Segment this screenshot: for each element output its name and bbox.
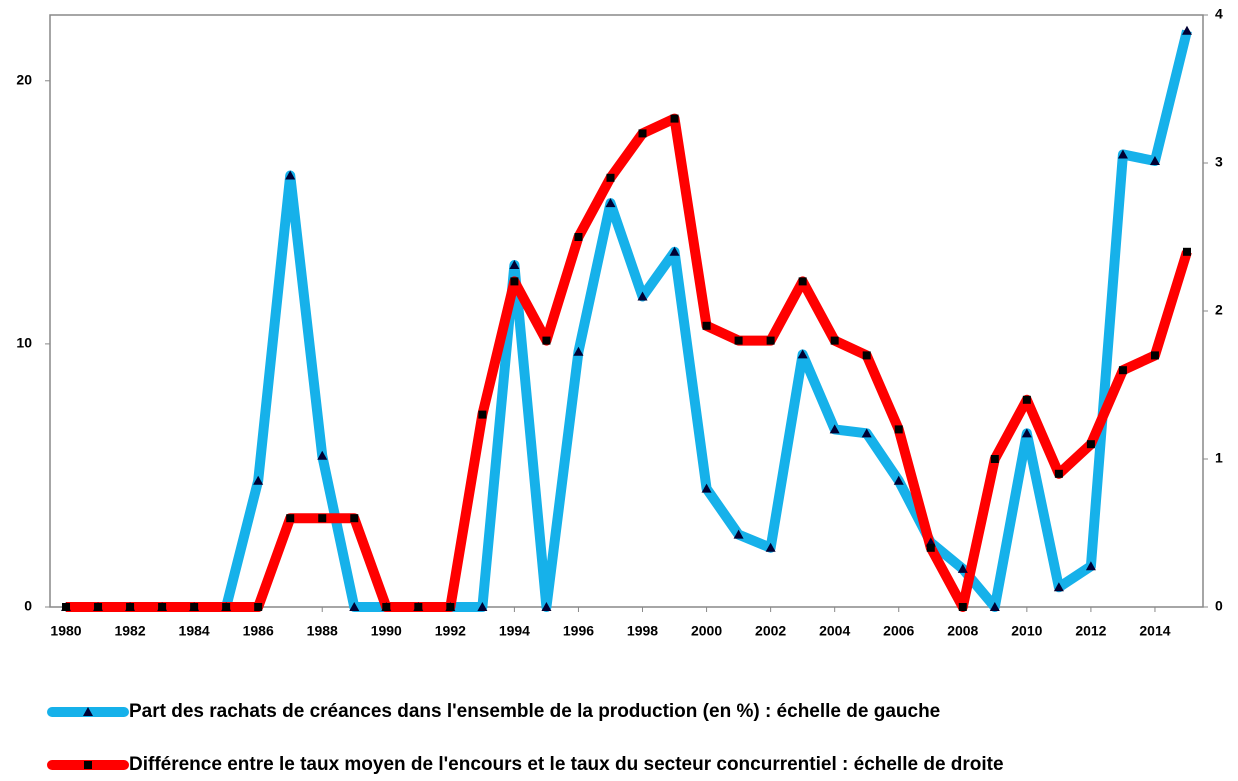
marker-square (798, 277, 807, 286)
marker-square (702, 321, 711, 330)
x-tick-label: 2012 (1075, 623, 1106, 639)
marker-triangle (701, 483, 712, 493)
marker-triangle (573, 346, 584, 356)
marker-square (286, 514, 295, 523)
marker-triangle (669, 246, 680, 256)
x-tick-label: 1982 (114, 623, 145, 639)
series-line (66, 113, 1192, 612)
marker-square (990, 455, 999, 463)
marker-square (1118, 366, 1127, 375)
marker-triangle (989, 602, 1000, 611)
marker-triangle (317, 450, 328, 460)
marker-square (510, 277, 519, 286)
marker-square (158, 603, 167, 611)
x-tick-label: 2008 (947, 623, 978, 639)
marker-square (382, 603, 391, 611)
marker-triangle (605, 198, 616, 208)
x-tick-label: 1992 (435, 623, 466, 639)
marker-square (862, 351, 871, 360)
x-tick-label: 1996 (563, 623, 594, 639)
marker-square (222, 603, 231, 611)
marker-square (606, 173, 615, 182)
marker-square (126, 603, 135, 611)
marker-square (766, 336, 775, 345)
y2-tick-label: 1 (1215, 450, 1223, 466)
series-line (66, 29, 1192, 612)
marker-triangle (957, 563, 968, 573)
marker-triangle (1149, 156, 1160, 166)
marker-square (62, 603, 71, 611)
marker-triangle (893, 475, 904, 485)
marker-square (830, 336, 839, 345)
marker-triangle (509, 259, 520, 269)
x-tick-label: 2002 (755, 623, 786, 639)
marker-square (1054, 469, 1063, 478)
marker-square (414, 603, 423, 611)
marker-square (254, 603, 263, 611)
marker-triangle (541, 602, 552, 611)
marker-square (638, 129, 647, 138)
marker-triangle (861, 428, 872, 438)
marker-square (1182, 247, 1191, 256)
marker-triangle (1181, 25, 1192, 35)
marker-triangle (733, 529, 744, 539)
marker-square (574, 233, 583, 241)
y2-tick-label: 3 (1215, 154, 1223, 170)
marker-square (1086, 440, 1095, 449)
marker-square (318, 514, 327, 523)
x-tick-label: 2000 (691, 623, 722, 639)
y2-tick-label: 0 (1215, 598, 1223, 614)
marker-square (190, 603, 199, 611)
legend-label: Différence entre le taux moyen de l'enco… (129, 754, 1004, 775)
marker-square (350, 514, 359, 523)
marker-triangle (797, 349, 808, 359)
y2-tick-label: 2 (1215, 302, 1223, 318)
marker-triangle (349, 602, 360, 611)
marker-triangle (1085, 561, 1096, 571)
x-tick-label: 1988 (307, 623, 338, 639)
marker-triangle (765, 542, 776, 552)
marker-triangle (829, 424, 840, 434)
x-tick-label: 1984 (179, 623, 210, 639)
marker-square (542, 336, 551, 345)
x-tick-label: 2014 (1139, 623, 1170, 639)
marker-square (958, 603, 967, 611)
marker-square (478, 410, 487, 419)
x-tick-label: 2004 (819, 623, 850, 639)
marker-triangle (637, 291, 648, 301)
x-tick-label: 1990 (371, 623, 402, 639)
marker-square (94, 603, 103, 611)
marker-triangle (477, 602, 488, 611)
x-tick-label: 1986 (243, 623, 274, 639)
marker-square (894, 425, 903, 434)
marker-square (926, 543, 935, 552)
y-tick-label: 20 (16, 71, 32, 87)
marker-triangle (253, 475, 264, 485)
x-tick-label: 2010 (1011, 623, 1042, 639)
x-tick-label: 1980 (50, 623, 81, 639)
marker-triangle (1117, 149, 1128, 159)
marker-square (1022, 395, 1031, 404)
marker-triangle (1053, 582, 1064, 592)
marker-square (446, 603, 455, 611)
plot-frame (49, 14, 1204, 608)
marker-triangle (285, 170, 296, 180)
marker-triangle (83, 707, 93, 716)
y-tick-label: 0 (24, 598, 32, 614)
y2-tick-label: 4 (1215, 6, 1223, 22)
x-tick-label: 2006 (883, 623, 914, 639)
x-tick-label: 1994 (499, 623, 530, 639)
legend-label: Part des rachats de créances dans l'ense… (129, 701, 940, 722)
marker-square (670, 114, 679, 123)
marker-triangle (1021, 428, 1032, 438)
y-tick-label: 10 (16, 335, 32, 351)
marker-square (734, 336, 743, 345)
x-tick-label: 1998 (627, 623, 658, 639)
marker-square (1150, 351, 1159, 360)
marker-square (84, 761, 92, 769)
